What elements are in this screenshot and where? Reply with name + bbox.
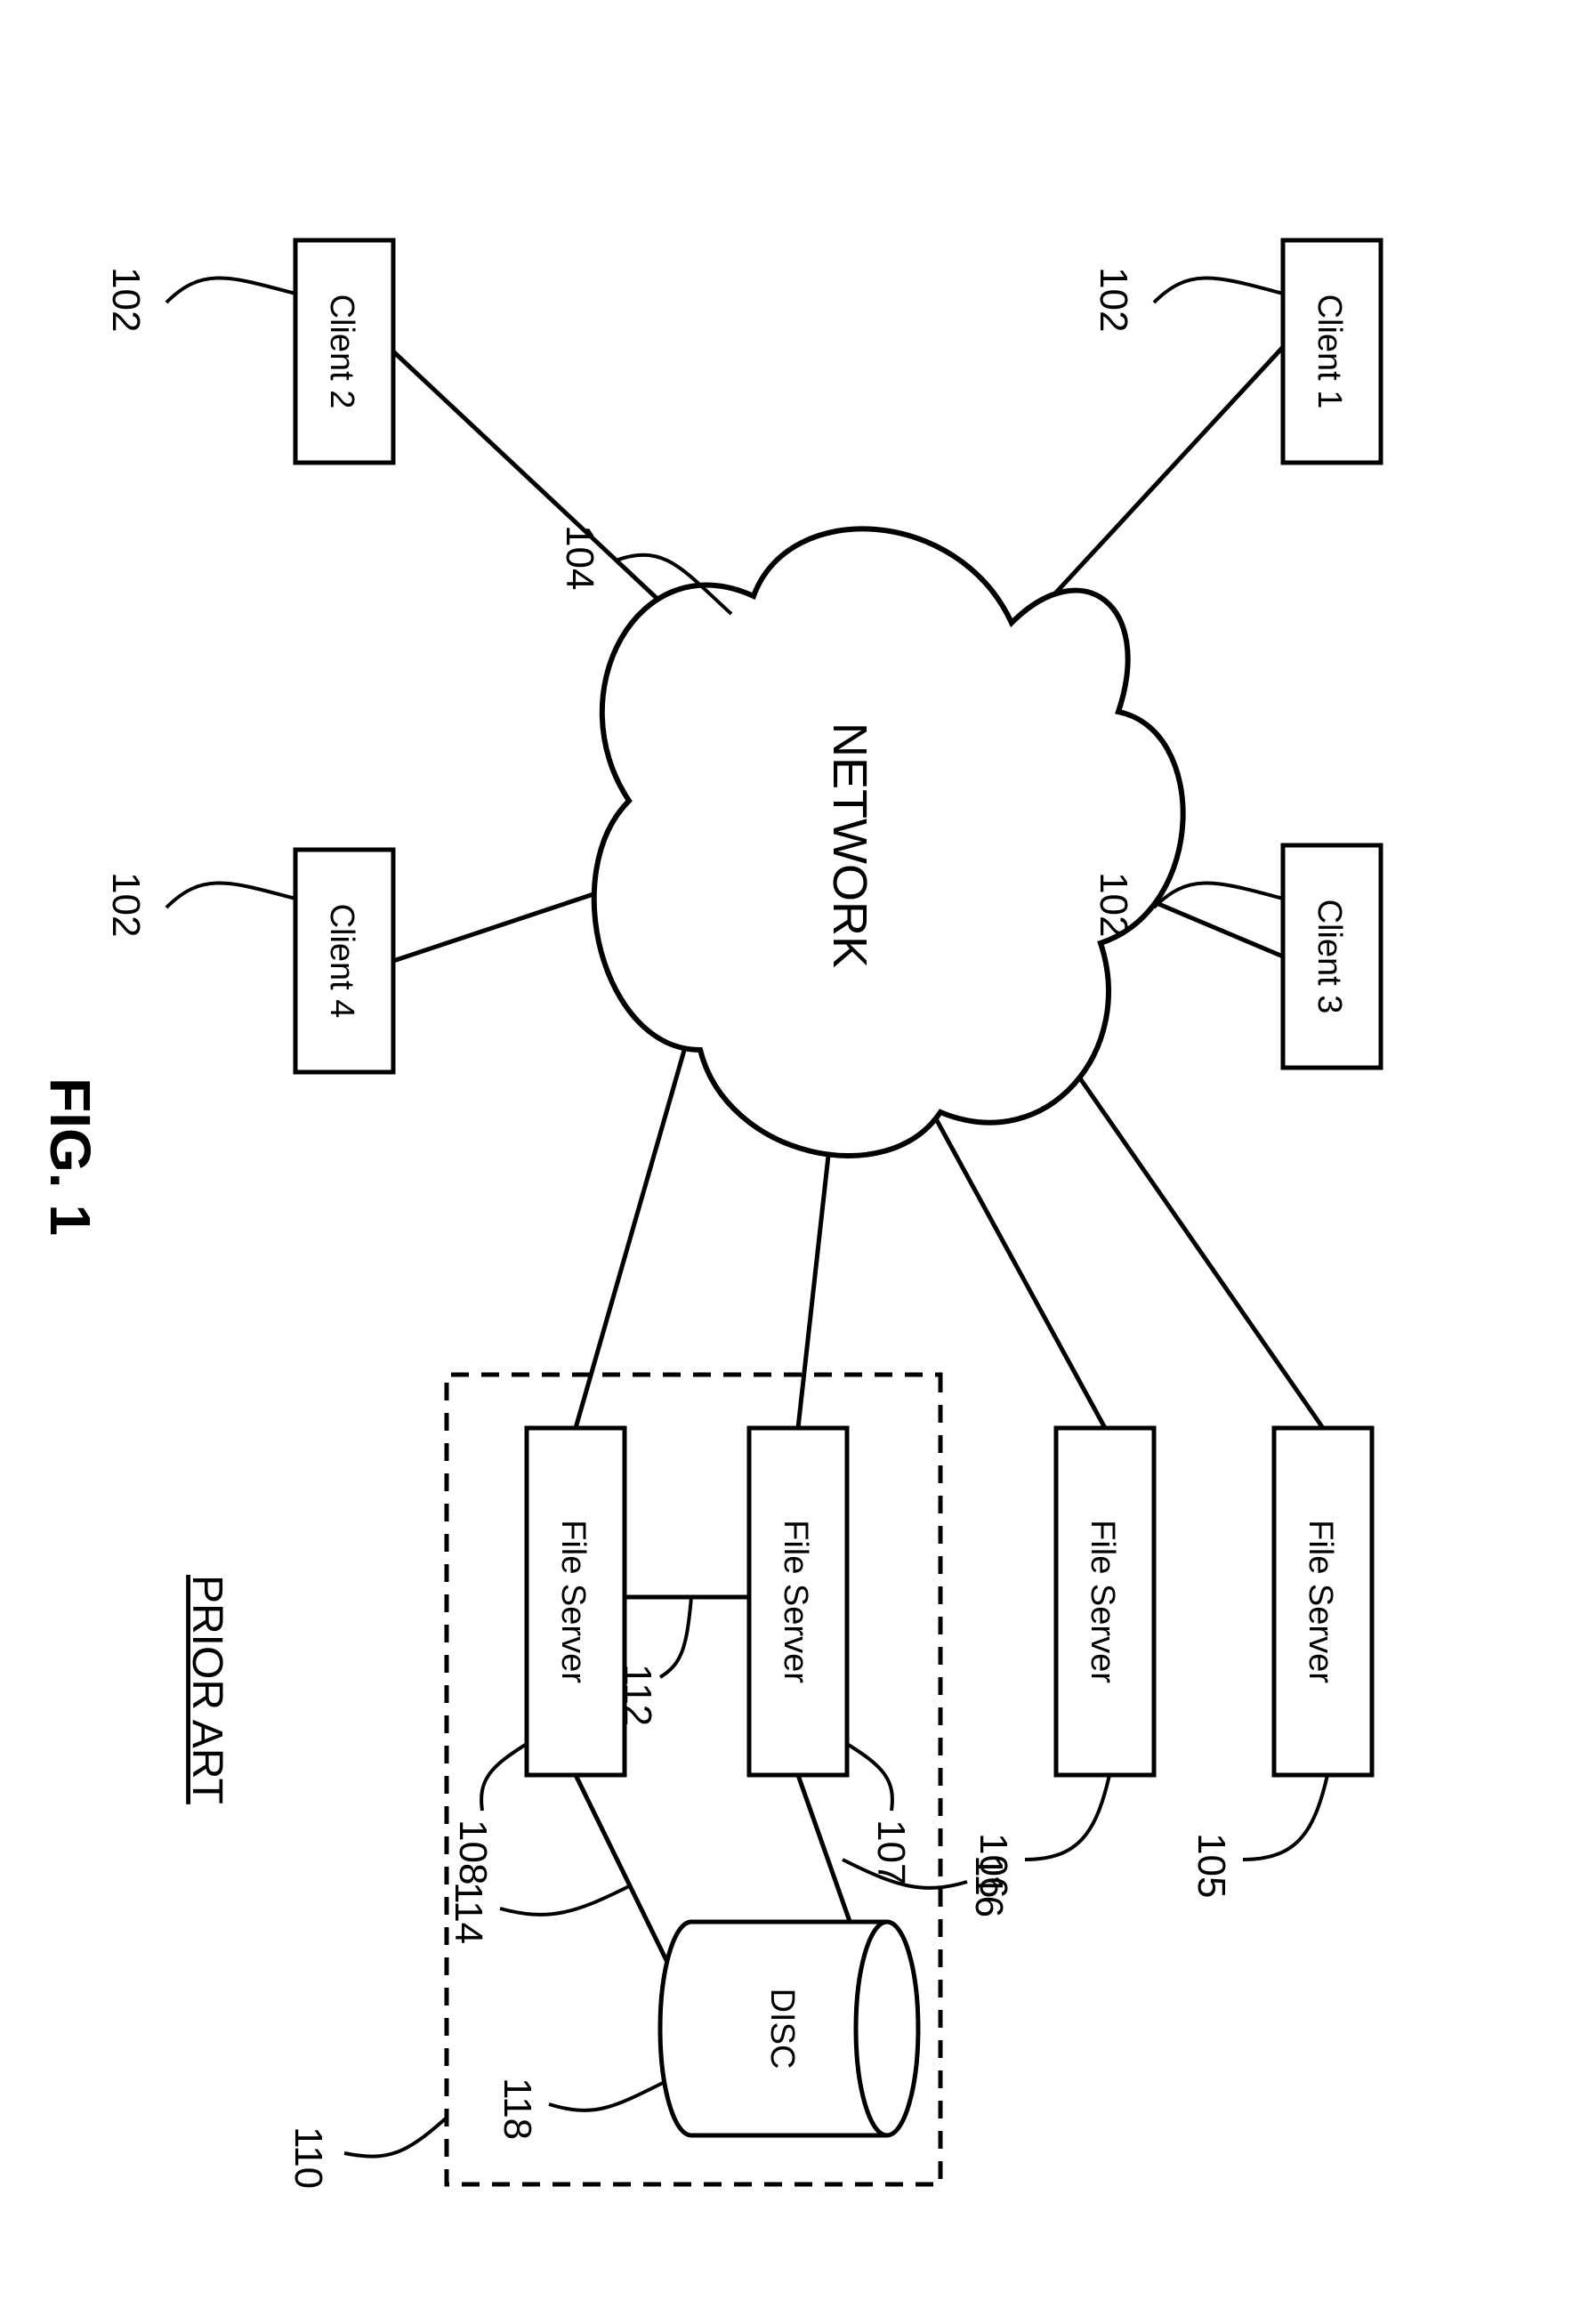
client-3-label: Client 3: [1311, 900, 1348, 1014]
ref-110: 110: [286, 2126, 330, 2189]
server-106-label: File Server: [1084, 1520, 1121, 1683]
client-1: Client 1: [1283, 240, 1381, 463]
ref-102-c1: 102: [1092, 267, 1135, 332]
disc: DISC: [660, 1922, 918, 2135]
ref-108: 108: [451, 1820, 495, 1884]
network-label: NETWORK: [823, 722, 876, 968]
ref-112: 112: [616, 1664, 659, 1726]
file-server-106: File Server: [1056, 1428, 1154, 1775]
server-105-label: File Server: [1302, 1520, 1339, 1683]
prior-art-label: PRIOR ART: [183, 1575, 230, 1804]
ref-leaders: [166, 278, 1327, 2157]
figure-label: FIG. 1: [38, 1077, 102, 1236]
client-3: Client 3: [1283, 845, 1381, 1068]
ref-102-c4: 102: [104, 872, 148, 937]
disc-label: DISC: [763, 1989, 801, 2070]
server-107-label: File Server: [777, 1520, 814, 1683]
file-server-107: File Server: [749, 1428, 847, 1775]
ref-105: 105: [1190, 1833, 1233, 1898]
ref-104: 104: [558, 525, 601, 590]
ref-numbers: 102 102 102 102 104 105 106 107 108 110 …: [104, 267, 1233, 2189]
client-4-label: Client 4: [323, 904, 360, 1019]
client-2: Client 2: [295, 240, 393, 463]
ref-102-c3: 102: [1092, 872, 1135, 937]
server-108-label: File Server: [554, 1520, 592, 1683]
client-4: Client 4: [295, 850, 393, 1072]
figure-page: NETWORK Client 1 Client 2 Client 3 Clien…: [0, 0, 1581, 2324]
file-server-105: File Server: [1274, 1428, 1372, 1775]
diagram-svg: NETWORK Client 1 Client 2 Client 3 Clien…: [0, 0, 1581, 2324]
client-2-label: Client 2: [323, 295, 360, 409]
ref-116: 116: [967, 1855, 1011, 1917]
ref-118: 118: [496, 2078, 539, 2140]
file-server-108: File Server: [527, 1428, 625, 1775]
ref-114: 114: [447, 1882, 490, 1944]
ref-102-c2: 102: [104, 267, 148, 332]
ref-107: 107: [869, 1820, 913, 1884]
client-1-label: Client 1: [1311, 295, 1348, 409]
